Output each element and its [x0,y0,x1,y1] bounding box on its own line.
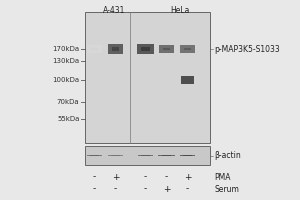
Bar [111,155,120,156]
Bar [85,12,210,143]
Text: β-actin: β-actin [214,151,241,160]
Bar [162,155,172,156]
Bar [141,47,150,51]
Bar [85,146,210,165]
Bar [158,155,175,156]
Bar [137,45,154,53]
Text: Serum: Serum [214,184,239,194]
Bar [91,48,98,50]
Text: +: + [184,172,191,182]
Text: +: + [163,184,170,194]
Text: -: - [93,172,96,182]
Text: HeLa: HeLa [170,6,190,15]
Text: -: - [165,172,168,182]
Bar [184,48,191,50]
Bar [181,76,194,84]
Text: 100kDa: 100kDa [52,77,80,83]
Bar [180,155,195,156]
Bar [108,45,123,53]
Text: 70kDa: 70kDa [57,99,80,105]
Text: p-MAP3K5-S1033: p-MAP3K5-S1033 [214,45,280,53]
Bar [87,155,102,156]
Text: 170kDa: 170kDa [52,46,80,52]
Text: -: - [144,184,147,194]
Bar [183,155,192,156]
Text: PMA: PMA [214,172,231,182]
Text: -: - [186,184,189,194]
Text: -: - [114,184,117,194]
Bar [180,45,195,53]
Bar [90,155,99,156]
Bar [87,45,102,53]
Text: -: - [144,172,147,182]
Text: 130kDa: 130kDa [52,58,80,64]
Text: +: + [112,172,119,182]
Bar [138,155,153,156]
Bar [108,155,123,156]
Bar [112,47,119,51]
Bar [141,155,150,156]
Text: -: - [93,184,96,194]
Text: 55kDa: 55kDa [57,116,80,122]
Bar [163,48,170,50]
Text: A-431: A-431 [103,6,125,15]
Bar [159,45,174,53]
